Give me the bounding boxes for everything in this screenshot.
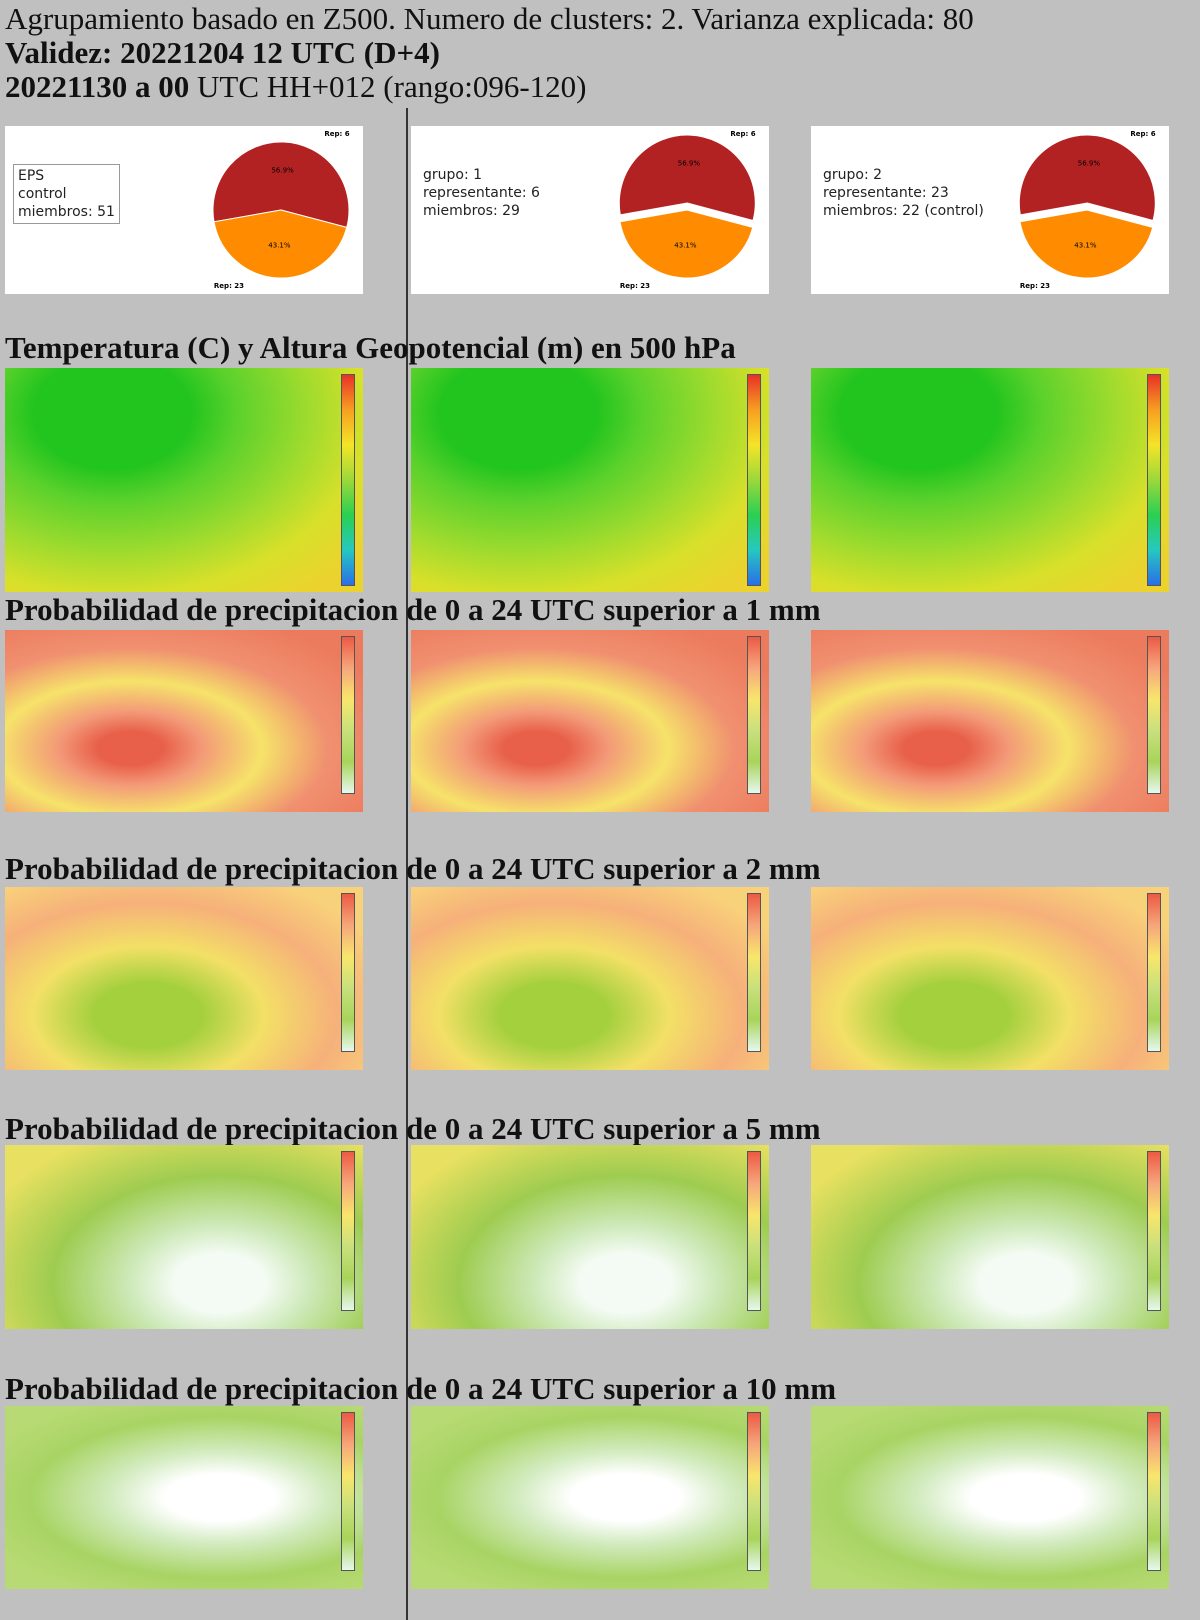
colorbar	[1147, 1412, 1161, 1571]
run-line: 20221130 a 00 UTC HH+012 (rango:096-120)	[5, 70, 586, 104]
pie-panel: EPS control miembros: 51 56.9% Rep: 6 43.1% Re…	[5, 126, 363, 294]
pie-chart: 56.9% Rep: 6 43.1% Rep: 23	[212, 130, 350, 290]
run-range: UTC HH+012 (rango:096-120)	[197, 69, 587, 104]
section-title: Probabilidad de precipitacion de 0 a 24 …	[5, 1111, 821, 1146]
colorbar	[1147, 893, 1161, 1052]
panel-line: representante: 6	[423, 185, 540, 201]
panel-text: EPS control miembros: 51	[13, 164, 120, 224]
map-image	[811, 630, 1169, 812]
slice-value: 43.1%	[1074, 241, 1097, 249]
section-title: Probabilidad de precipitacion de 0 a 24 …	[5, 851, 821, 886]
slice-label: Rep: 6	[730, 130, 755, 138]
divider	[406, 108, 408, 1620]
map-image	[411, 630, 769, 812]
map-image	[411, 887, 769, 1070]
section-title: Probabilidad de precipitacion de 0 a 24 …	[5, 592, 821, 627]
slice-value: 56.9%	[678, 160, 701, 168]
colorbar	[747, 893, 761, 1052]
section-title: Probabilidad de precipitacion de 0 a 24 …	[5, 1371, 837, 1406]
slice-value: 56.9%	[271, 167, 294, 175]
map-image	[5, 368, 363, 592]
colorbar	[747, 374, 761, 586]
pie-slice	[212, 141, 350, 229]
map-image	[411, 368, 769, 592]
colorbar	[1147, 374, 1161, 586]
colorbar	[341, 893, 355, 1052]
map-image	[811, 1406, 1169, 1589]
run-date: 20221130 a 00	[5, 69, 190, 104]
validity: Validez: 20221204 12 UTC (D+4)	[5, 35, 440, 70]
colorbar	[341, 374, 355, 586]
colorbar	[1147, 636, 1161, 794]
pie-slice	[213, 209, 348, 279]
panel-line: miembros: 29	[423, 203, 520, 219]
panel-line: representante: 23	[823, 185, 949, 201]
pie-slice	[618, 134, 756, 222]
slice-label: Rep: 6	[324, 130, 349, 138]
map-image	[5, 1406, 363, 1589]
map-image	[5, 630, 363, 812]
slice-label: Rep: 23	[620, 282, 650, 290]
colorbar	[341, 636, 355, 794]
slice-label: Rep: 6	[1130, 130, 1155, 138]
slice-value: 43.1%	[268, 241, 291, 249]
colorbar	[341, 1151, 355, 1311]
map-image	[411, 1406, 769, 1589]
slice-value: 43.1%	[674, 241, 697, 249]
map-image	[811, 1145, 1169, 1329]
pie-chart: 56.9% Rep: 6 43.1% Rep: 23	[618, 130, 756, 290]
slice-label: Rep: 23	[1020, 282, 1050, 290]
panel-text: grupo: 1 representante: 6 miembros: 29	[419, 164, 544, 222]
panel-line: grupo: 2	[823, 167, 883, 183]
colorbar	[747, 636, 761, 794]
panel-line: grupo: 1	[423, 167, 483, 183]
slice-label: Rep: 23	[214, 282, 244, 290]
panel-text: grupo: 2 representante: 23 miembros: 22 (c…	[819, 164, 988, 222]
panel-line: miembros: 22 (control)	[823, 203, 984, 219]
header-line: Agrupamiento basado en Z500. Numero de c…	[5, 1, 974, 36]
pie-slice	[1019, 209, 1154, 279]
colorbar	[747, 1151, 761, 1311]
map-image	[5, 1145, 363, 1329]
slice-value: 56.9%	[1078, 160, 1101, 168]
pie-chart: 56.9% Rep: 6 43.1% Rep: 23	[1018, 130, 1156, 290]
map-image	[411, 1145, 769, 1329]
colorbar	[1147, 1151, 1161, 1311]
pie-slice	[1018, 134, 1156, 222]
map-image	[811, 887, 1169, 1070]
map-image	[5, 887, 363, 1070]
map-image	[811, 368, 1169, 592]
pie-panel: grupo: 1 representante: 6 miembros: 29 56.9…	[411, 126, 769, 294]
pie-slice	[619, 209, 754, 279]
colorbar	[747, 1412, 761, 1571]
pie-panel: grupo: 2 representante: 23 miembros: 22 (c…	[811, 126, 1169, 294]
panel-line: miembros: 51	[18, 204, 115, 220]
panel-line: control	[18, 186, 67, 202]
panel-line: EPS	[18, 168, 45, 184]
colorbar	[341, 1412, 355, 1571]
section-title: Temperatura (C) y Altura Geopotencial (m…	[5, 330, 736, 365]
